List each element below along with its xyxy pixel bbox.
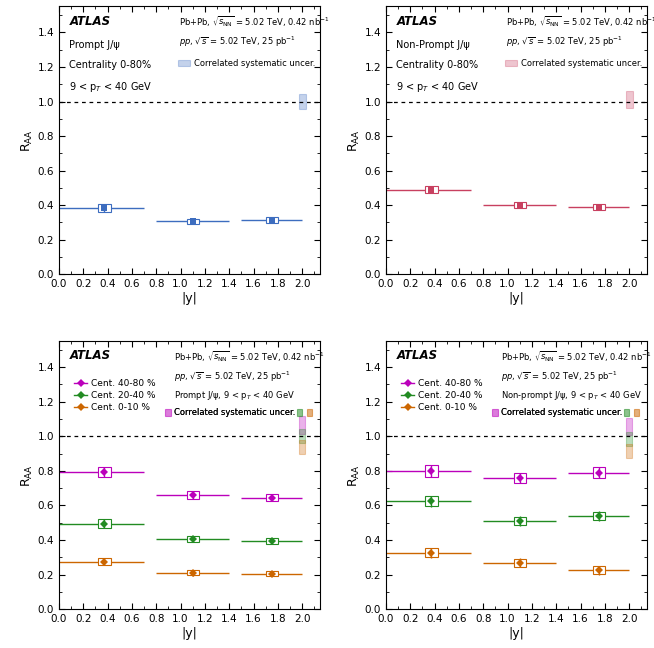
Bar [98, 467, 111, 476]
Bar [299, 94, 306, 110]
Bar [299, 440, 305, 454]
Bar [425, 186, 438, 194]
Text: Pb+Pb, $\sqrt{s_\mathsf{NN}}$ = 5.02 TeV, 0.42 nb$^{-1}$: Pb+Pb, $\sqrt{s_\mathsf{NN}}$ = 5.02 TeV… [179, 14, 330, 28]
Text: Prompt J/ψ, 9 < p$_T$ < 40 GeV: Prompt J/ψ, 9 < p$_T$ < 40 GeV [174, 389, 295, 402]
Y-axis label: R$_\mathsf{AA}$: R$_\mathsf{AA}$ [20, 464, 35, 487]
Bar [593, 566, 605, 574]
Bar [626, 91, 633, 108]
Y-axis label: R$_\mathsf{AA}$: R$_\mathsf{AA}$ [347, 464, 362, 487]
Bar [266, 494, 278, 502]
Text: ATLAS: ATLAS [396, 349, 438, 362]
Legend: Correlated systematic uncer., , : Correlated systematic uncer., , [165, 408, 315, 417]
X-axis label: |y|: |y| [509, 627, 525, 640]
Bar [626, 418, 632, 435]
Bar [593, 204, 605, 210]
Bar [513, 559, 526, 566]
Text: Centrality 0-80%: Centrality 0-80% [396, 60, 479, 70]
Bar [98, 558, 111, 566]
Bar [266, 538, 278, 544]
Bar [425, 548, 438, 557]
Bar [98, 204, 111, 212]
Text: Pb+Pb, $\sqrt{s_\mathsf{NN}}$ = 5.02 TeV, 0.42 nb$^{-1}$: Pb+Pb, $\sqrt{s_\mathsf{NN}}$ = 5.02 TeV… [501, 349, 651, 363]
Bar [513, 517, 526, 525]
Text: $pp$, $\sqrt{s}$ = 5.02 TeV, 25 pb$^{-1}$: $pp$, $\sqrt{s}$ = 5.02 TeV, 25 pb$^{-1}… [501, 369, 618, 384]
Text: ATLAS: ATLAS [396, 14, 438, 27]
Text: Non-Prompt J/ψ: Non-Prompt J/ψ [396, 40, 470, 50]
Bar [186, 218, 199, 224]
Bar [98, 519, 111, 528]
Bar [186, 536, 199, 542]
Bar [425, 496, 438, 506]
Text: $pp$, $\sqrt{s}$ = 5.02 TeV, 25 pb$^{-1}$: $pp$, $\sqrt{s}$ = 5.02 TeV, 25 pb$^{-1}… [179, 34, 296, 49]
Bar [266, 217, 278, 223]
Bar [425, 465, 438, 477]
X-axis label: |y|: |y| [182, 627, 198, 640]
X-axis label: |y|: |y| [182, 292, 198, 305]
Text: 9 < p$_T$ < 40 GeV: 9 < p$_T$ < 40 GeV [69, 80, 152, 94]
Bar [626, 432, 632, 446]
Bar [266, 572, 278, 576]
Text: $pp$, $\sqrt{s}$ = 5.02 TeV, 25 pb$^{-1}$: $pp$, $\sqrt{s}$ = 5.02 TeV, 25 pb$^{-1}… [174, 369, 291, 384]
Bar [299, 417, 305, 434]
Text: Non-prompt J/ψ, 9 < p$_T$ < 40 GeV: Non-prompt J/ψ, 9 < p$_T$ < 40 GeV [501, 389, 642, 402]
Text: Prompt J/ψ: Prompt J/ψ [69, 40, 120, 50]
Bar [593, 467, 605, 478]
Text: Pb+Pb, $\sqrt{s_\mathsf{NN}}$ = 5.02 TeV, 0.42 nb$^{-1}$: Pb+Pb, $\sqrt{s_\mathsf{NN}}$ = 5.02 TeV… [506, 14, 654, 28]
Y-axis label: R$_\mathsf{AA}$: R$_\mathsf{AA}$ [347, 129, 362, 152]
Text: ATLAS: ATLAS [69, 349, 111, 362]
Bar [513, 472, 526, 483]
Legend: Correlated systematic uncer.: Correlated systematic uncer. [178, 59, 315, 68]
Text: ATLAS: ATLAS [69, 14, 111, 27]
Text: $pp$, $\sqrt{s}$ = 5.02 TeV, 25 pb$^{-1}$: $pp$, $\sqrt{s}$ = 5.02 TeV, 25 pb$^{-1}… [506, 34, 623, 49]
Text: 9 < p$_T$ < 40 GeV: 9 < p$_T$ < 40 GeV [396, 80, 479, 94]
Bar [299, 430, 305, 443]
Legend: Correlated systematic uncer.: Correlated systematic uncer. [505, 59, 642, 68]
X-axis label: |y|: |y| [509, 292, 525, 305]
Bar [593, 512, 605, 520]
Bar [186, 491, 199, 499]
Text: Centrality 0-80%: Centrality 0-80% [69, 60, 152, 70]
Legend: Correlated systematic uncer., , : Correlated systematic uncer., , [492, 408, 642, 417]
Bar [626, 444, 632, 457]
Bar [513, 202, 526, 208]
Text: Pb+Pb, $\sqrt{s_\mathsf{NN}}$ = 5.02 TeV, 0.42 nb$^{-1}$: Pb+Pb, $\sqrt{s_\mathsf{NN}}$ = 5.02 TeV… [174, 349, 324, 363]
Y-axis label: R$_\mathsf{AA}$: R$_\mathsf{AA}$ [20, 129, 35, 152]
Bar [186, 570, 199, 575]
